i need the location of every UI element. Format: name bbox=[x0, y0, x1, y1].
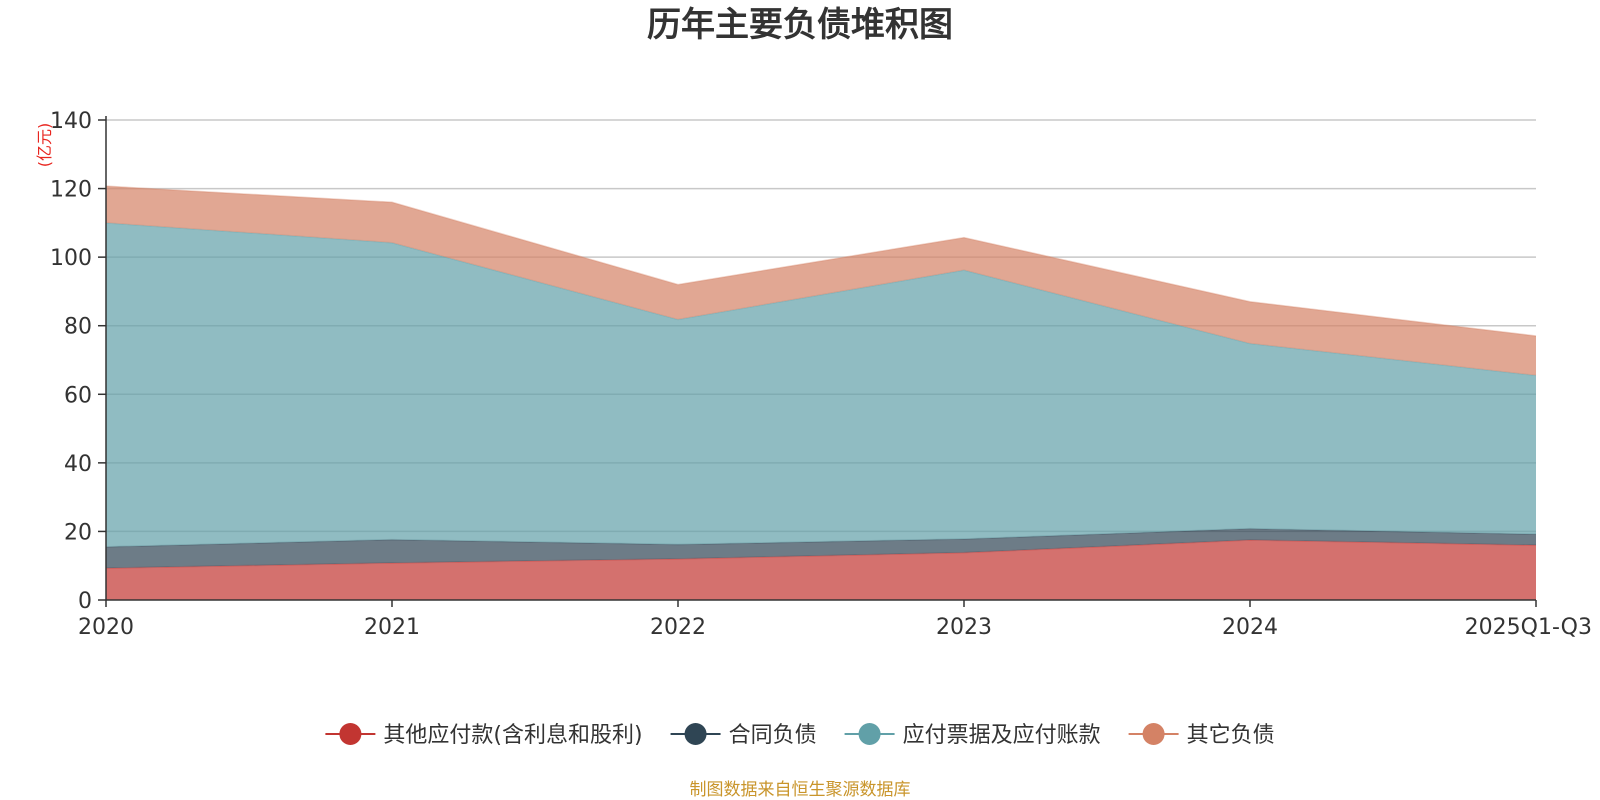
legend: 其他应付款(含利息和股利) 合同负债 应付票据及应付账款 其它负债 bbox=[325, 723, 1275, 748]
legend-marker bbox=[339, 723, 362, 745]
legend-item-2[interactable]: 应付票据及应付账款 bbox=[844, 723, 1101, 748]
legend-marker bbox=[1142, 723, 1165, 745]
y-tick-label: 60 bbox=[64, 383, 92, 408]
chart-title: 历年主要负债堆积图 bbox=[647, 5, 953, 45]
x-tick-label: 2025Q1-Q3 bbox=[1465, 615, 1592, 640]
y-tick-label: 120 bbox=[50, 178, 92, 203]
y-tick-label: 140 bbox=[50, 109, 92, 134]
y-axis-unit-label: (亿元) bbox=[35, 123, 54, 168]
area-series-3 bbox=[106, 186, 1536, 376]
area-series-edge-3 bbox=[105, 185, 1537, 337]
legend-item-0[interactable]: 其他应付款(含利息和股利) bbox=[325, 723, 643, 748]
area-series-2 bbox=[106, 222, 1536, 547]
y-tick-label: 20 bbox=[64, 520, 92, 545]
x-tick-label: 2024 bbox=[1222, 615, 1278, 640]
legend-label: 合同负债 bbox=[729, 723, 817, 748]
x-tick-label: 2023 bbox=[936, 615, 992, 640]
area-series-0 bbox=[106, 540, 1536, 600]
area-series-layer bbox=[105, 185, 1537, 600]
y-tick-label: 0 bbox=[78, 589, 92, 614]
x-tick-label: 2021 bbox=[364, 615, 420, 640]
legend-item-3[interactable]: 其它负债 bbox=[1128, 723, 1275, 748]
x-tick-label: 2022 bbox=[650, 615, 706, 640]
legend-label: 应付票据及应付账款 bbox=[903, 723, 1101, 748]
x-tick-label: 2020 bbox=[78, 615, 134, 640]
axes: 0 20 40 60 80 100 120 140 2020 2021 2022 2023 2024 20… bbox=[50, 109, 1592, 640]
y-tick-label: 100 bbox=[50, 246, 92, 271]
legend-marker bbox=[858, 723, 881, 745]
y-tick-label: 80 bbox=[64, 315, 92, 340]
data-source-note: 制图数据来自恒生聚源数据库 bbox=[690, 780, 911, 800]
area-series-1 bbox=[106, 528, 1536, 569]
legend-label: 其它负债 bbox=[1187, 723, 1275, 748]
legend-label: 其他应付款(含利息和股利) bbox=[383, 723, 642, 748]
y-tick-label: 40 bbox=[64, 452, 92, 477]
legend-item-1[interactable]: 合同负债 bbox=[670, 723, 817, 748]
legend-marker bbox=[684, 723, 707, 745]
